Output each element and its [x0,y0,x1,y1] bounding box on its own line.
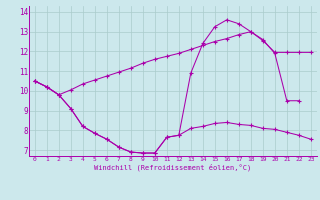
X-axis label: Windchill (Refroidissement éolien,°C): Windchill (Refroidissement éolien,°C) [94,163,252,171]
